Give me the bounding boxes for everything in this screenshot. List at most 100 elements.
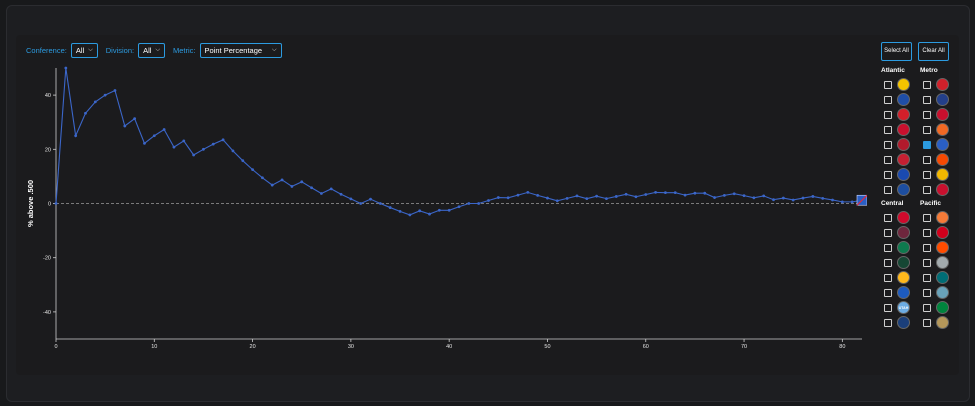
team-checkbox[interactable] <box>923 170 931 179</box>
team-checkbox[interactable] <box>923 80 931 89</box>
team-row[interactable] <box>884 183 910 196</box>
team-checkbox[interactable] <box>884 95 892 104</box>
team-row[interactable] <box>923 183 949 196</box>
team-checkbox[interactable] <box>923 125 931 134</box>
x-tick-label: 50 <box>544 344 550 350</box>
team-checkbox[interactable] <box>923 95 931 104</box>
team-checkbox[interactable] <box>884 243 892 252</box>
data-point <box>732 192 736 196</box>
data-point <box>64 66 68 70</box>
team-checkbox[interactable] <box>884 273 892 282</box>
x-tick-label: 40 <box>446 344 452 350</box>
team-checkbox[interactable] <box>923 213 931 222</box>
team-checkbox[interactable] <box>923 303 931 312</box>
team-checkbox[interactable] <box>923 258 931 267</box>
team-checkbox[interactable] <box>884 288 892 297</box>
data-point <box>595 194 599 198</box>
team-row[interactable] <box>884 211 910 224</box>
team-row[interactable] <box>923 211 949 224</box>
team-checkbox[interactable] <box>923 155 931 164</box>
team-checkbox[interactable] <box>884 185 892 194</box>
team-checkbox[interactable] <box>884 110 892 119</box>
team-row[interactable] <box>923 301 949 314</box>
team-row[interactable] <box>923 138 949 151</box>
team-checkbox[interactable] <box>884 213 892 222</box>
team-row[interactable] <box>923 123 949 136</box>
team-row[interactable] <box>923 316 949 329</box>
panthers-logo <box>897 123 910 136</box>
team-row[interactable] <box>884 226 910 239</box>
conference-select[interactable]: All ⌵ <box>70 42 98 58</box>
chevron-down-icon: ⌵ <box>271 46 277 53</box>
team-checkbox[interactable] <box>884 140 892 149</box>
team-checkbox[interactable] <box>923 228 931 237</box>
data-point <box>644 193 648 196</box>
team-checkbox[interactable] <box>923 273 931 282</box>
metric-select[interactable]: Point Percentage ⌵ <box>199 42 282 58</box>
team-checkbox[interactable] <box>923 288 931 297</box>
team-checkbox[interactable] <box>884 170 892 179</box>
team-row[interactable] <box>923 108 949 121</box>
team-row[interactable] <box>884 78 910 91</box>
team-checkbox[interactable] <box>923 318 931 327</box>
team-checkbox[interactable] <box>884 258 892 267</box>
data-point <box>742 194 746 198</box>
team-row[interactable] <box>884 138 910 151</box>
clear-all-button[interactable]: Clear All <box>918 42 949 61</box>
division-title: Atlantic <box>881 67 905 74</box>
islanders-logo <box>936 123 949 136</box>
team-row[interactable] <box>923 286 949 299</box>
team-selector: Select All Clear All Atlantic Metro Centra… <box>878 40 970 340</box>
stars-logo <box>897 241 910 254</box>
data-point <box>418 209 422 213</box>
data-point <box>614 195 618 198</box>
utah-logo: UTAH <box>897 301 910 314</box>
team-checkbox[interactable] <box>884 80 892 89</box>
team-row[interactable] <box>884 123 910 136</box>
y-axis-title: % above .500 <box>26 180 35 227</box>
team-checkbox[interactable] <box>884 125 892 134</box>
team-checkbox[interactable] <box>923 185 931 194</box>
team-row[interactable] <box>923 226 949 239</box>
data-point <box>84 111 87 115</box>
division-title: Metro <box>920 67 938 74</box>
team-checkbox[interactable] <box>884 228 892 237</box>
team-row[interactable] <box>923 256 949 269</box>
data-point <box>781 196 785 200</box>
team-checkbox[interactable] <box>884 318 892 327</box>
team-row[interactable] <box>923 78 949 91</box>
data-point <box>762 194 766 198</box>
team-row[interactable] <box>923 93 949 106</box>
team-row[interactable] <box>923 168 949 181</box>
team-row[interactable] <box>923 271 949 284</box>
team-row[interactable] <box>884 316 910 329</box>
select-all-button[interactable]: Select All <box>881 42 912 61</box>
team-row[interactable] <box>923 241 949 254</box>
division-select[interactable]: All ⌵ <box>138 42 166 58</box>
data-point <box>369 197 372 201</box>
data-point <box>683 193 687 197</box>
oilers-logo <box>936 241 949 254</box>
team-row[interactable]: UTAH <box>884 301 910 314</box>
team-row[interactable] <box>884 241 910 254</box>
flames-logo <box>936 226 949 239</box>
team-row[interactable] <box>884 153 910 166</box>
data-point <box>447 208 451 212</box>
team-checkbox[interactable] <box>923 110 931 119</box>
data-point <box>664 191 667 195</box>
data-point <box>133 117 137 121</box>
team-row[interactable] <box>884 271 910 284</box>
team-checkbox[interactable] <box>923 243 931 252</box>
team-checkbox[interactable] <box>884 303 892 312</box>
team-row[interactable] <box>923 153 949 166</box>
team-checkbox[interactable] <box>923 140 931 149</box>
team-row[interactable] <box>884 168 910 181</box>
y-tick-label: -20 <box>43 256 51 262</box>
division-label: Division: <box>105 45 135 55</box>
team-row[interactable] <box>884 256 910 269</box>
team-row[interactable] <box>884 108 910 121</box>
team-checkbox[interactable] <box>884 155 892 164</box>
data-point <box>290 185 294 188</box>
team-row[interactable] <box>884 286 910 299</box>
team-row[interactable] <box>884 93 910 106</box>
